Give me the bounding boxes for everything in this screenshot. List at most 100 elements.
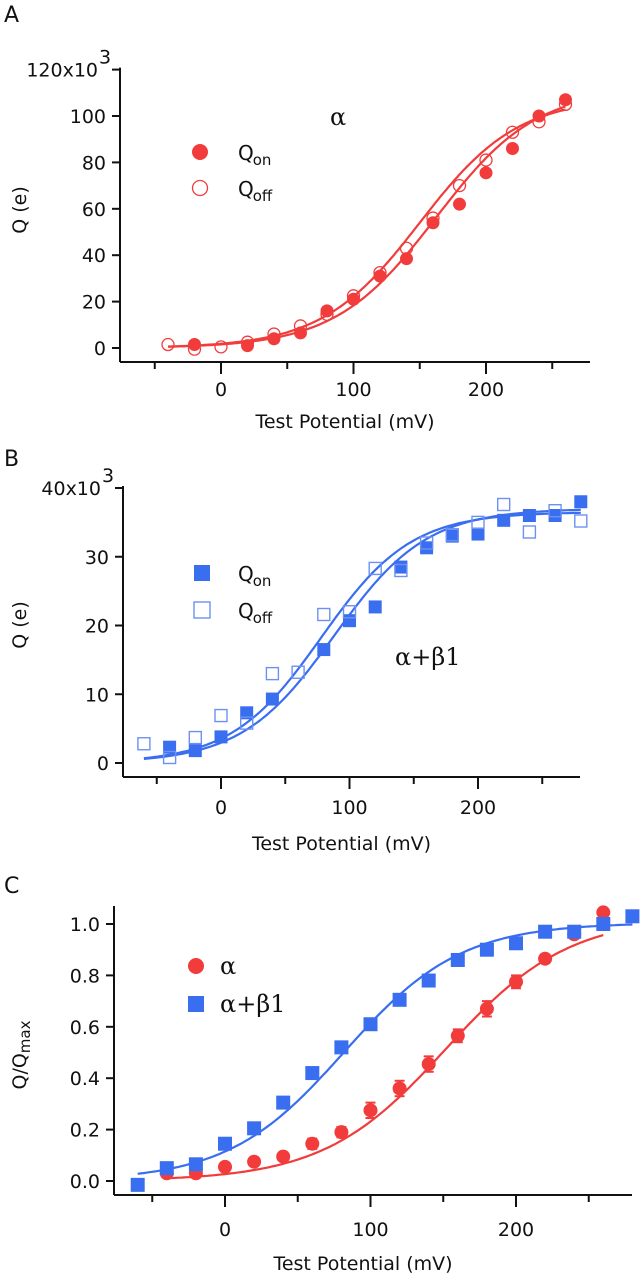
x-tick-label: 0 xyxy=(215,797,227,819)
data-point xyxy=(596,905,611,920)
x-tick-label: 200 xyxy=(468,379,504,401)
legend-label: Qon xyxy=(238,562,271,590)
data-point xyxy=(363,1017,378,1032)
y-tick-exponent: 3 xyxy=(99,47,111,69)
y-tick-label: 0.6 xyxy=(70,1017,100,1039)
data-point xyxy=(347,292,360,306)
y-axis-label: Q/Qmax xyxy=(9,1020,34,1089)
data-point xyxy=(394,563,408,578)
legend-marker xyxy=(188,958,204,974)
data-point xyxy=(159,1161,174,1176)
y-tick-label: 60 xyxy=(82,199,106,221)
y-tick-label: 40 xyxy=(82,245,106,267)
data-point xyxy=(548,503,562,518)
data-point xyxy=(368,600,382,614)
y-tick-label: 0.4 xyxy=(70,1068,100,1090)
data-point xyxy=(317,643,331,657)
y-tick-label: 0 xyxy=(94,338,106,360)
data-point xyxy=(522,525,537,539)
data-point xyxy=(558,97,573,112)
fit-curve xyxy=(137,923,633,1175)
data-point xyxy=(320,307,334,322)
y-tick-label: 10 xyxy=(85,684,109,706)
data-point xyxy=(509,936,523,951)
series-1 xyxy=(130,909,640,1192)
data-point xyxy=(265,666,280,681)
data-point xyxy=(161,337,175,352)
y-tick-label: 0.8 xyxy=(70,965,100,987)
data-point xyxy=(334,1125,349,1140)
data-point xyxy=(450,1028,465,1043)
data-point xyxy=(188,730,203,745)
legend-marker xyxy=(193,601,211,619)
data-point xyxy=(343,614,356,628)
data-point xyxy=(450,952,465,967)
legend-marker xyxy=(188,996,204,1012)
data-point xyxy=(596,917,611,931)
data-point xyxy=(241,339,254,353)
legend-marker xyxy=(191,179,209,197)
x-tick-label: 100 xyxy=(335,379,371,401)
data-point xyxy=(471,515,485,530)
data-point xyxy=(426,211,440,225)
data-point xyxy=(163,740,177,754)
y-tick-label: 20 xyxy=(85,616,109,638)
data-point xyxy=(240,706,254,720)
data-point xyxy=(247,1154,262,1169)
data-point xyxy=(342,605,357,619)
data-point xyxy=(239,716,254,730)
data-point xyxy=(574,514,588,528)
data-point xyxy=(505,125,520,139)
legend-label: Qon xyxy=(238,141,271,169)
legend-label: Qoff xyxy=(238,599,273,627)
condition-annotation: α+β1 xyxy=(395,643,460,671)
data-point xyxy=(479,153,493,167)
data-point xyxy=(574,495,588,509)
panel-label: B xyxy=(4,447,19,472)
data-point xyxy=(559,93,572,107)
data-point xyxy=(293,319,308,333)
legend-label: α+β1 xyxy=(220,990,285,1018)
data-point xyxy=(394,560,408,574)
data-point xyxy=(471,527,485,541)
y-tick-label: 0.0 xyxy=(70,1171,100,1193)
data-point xyxy=(346,289,361,303)
data-point xyxy=(267,327,281,341)
data-point xyxy=(421,973,436,988)
legend: Qon Qoff xyxy=(191,141,273,205)
data-point xyxy=(479,1001,494,1016)
y-tick-label: 100 xyxy=(70,106,106,128)
data-point xyxy=(276,1149,291,1164)
data-point xyxy=(368,561,382,576)
data-point xyxy=(532,115,546,129)
data-point xyxy=(479,166,493,180)
y-axis-label: Q (e) xyxy=(9,186,31,234)
fit-curve xyxy=(168,105,566,348)
panel-label: C xyxy=(4,874,19,899)
panel-c: C 0.0 0.2 0.4 0.6 0.8 1.0 0 100 200 Test Potential… xyxy=(4,874,640,1275)
data-point xyxy=(363,1103,378,1118)
legend-label: Qoff xyxy=(238,177,273,205)
data-point xyxy=(373,265,387,280)
data-point xyxy=(305,1136,320,1151)
legend-marker xyxy=(194,565,210,581)
legend-marker xyxy=(192,144,208,160)
data-point xyxy=(506,141,519,155)
y-tick-label: 0 xyxy=(97,753,109,775)
data-point xyxy=(567,924,582,939)
data-point xyxy=(291,665,305,679)
data-point xyxy=(453,197,466,211)
data-point xyxy=(162,750,177,765)
fit-curve xyxy=(143,511,581,760)
data-point xyxy=(218,1159,232,1174)
fit-curve xyxy=(168,108,566,348)
data-point xyxy=(421,1057,436,1072)
y-tick-label: 0.2 xyxy=(70,1120,100,1142)
panel-label: A xyxy=(4,3,19,28)
x-tick-label: 0 xyxy=(219,1219,231,1241)
series-Qoff xyxy=(137,497,588,765)
data-point xyxy=(445,529,459,543)
data-point xyxy=(305,1066,320,1081)
y-tick-exponent: 3 xyxy=(102,465,114,487)
